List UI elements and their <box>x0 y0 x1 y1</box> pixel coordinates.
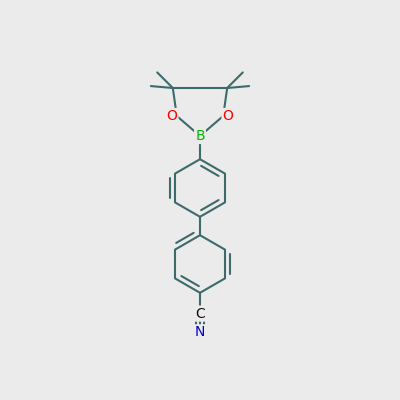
Text: C: C <box>195 306 205 321</box>
Text: O: O <box>166 109 178 123</box>
Text: O: O <box>222 109 234 123</box>
Text: B: B <box>195 129 205 143</box>
Text: N: N <box>195 325 205 339</box>
